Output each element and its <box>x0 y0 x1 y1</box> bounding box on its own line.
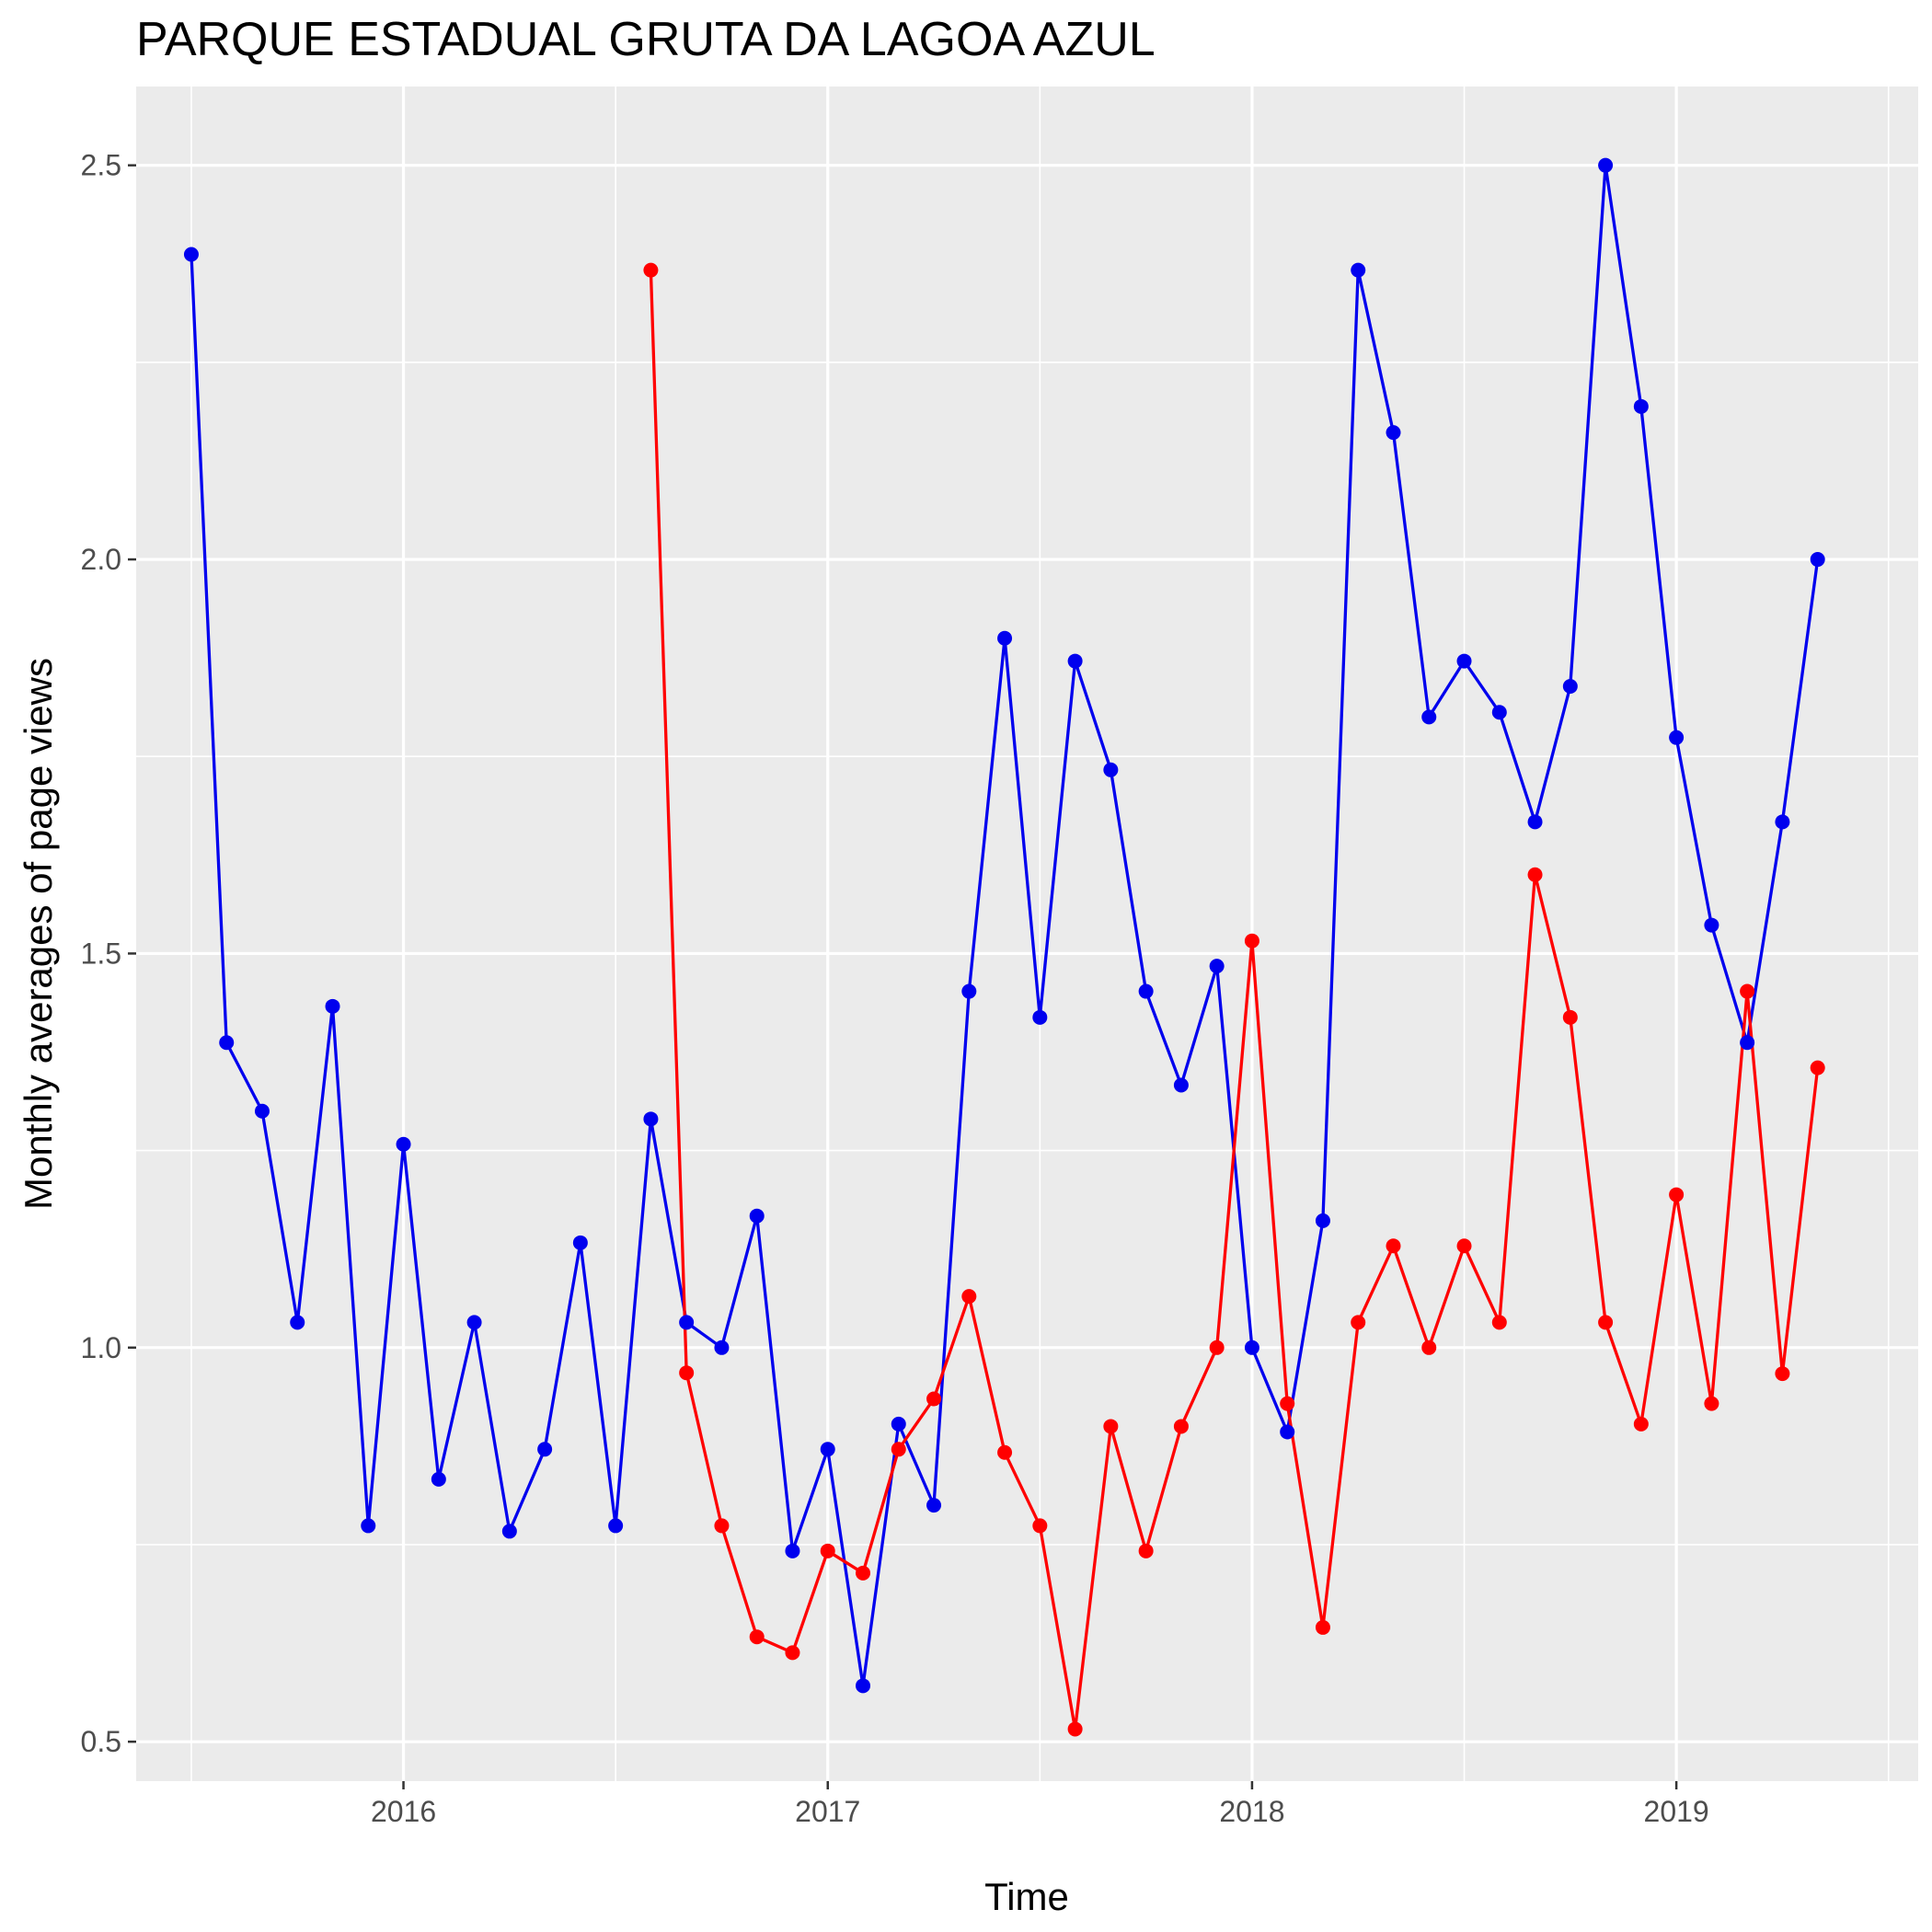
blue-series-point <box>290 1315 305 1330</box>
x-axis-title: Time <box>984 1875 1069 1918</box>
blue-series-point <box>1173 1077 1189 1093</box>
y-tick-label: 0.5 <box>81 1725 121 1758</box>
blue-series-point <box>1067 653 1083 669</box>
red-series-point <box>1067 1721 1083 1737</box>
red-series-point <box>1491 1315 1507 1330</box>
red-series-point <box>1598 1315 1614 1330</box>
blue-series-point <box>1280 1424 1295 1440</box>
blue-series-point <box>1421 709 1437 725</box>
blue-series-point <box>679 1315 695 1330</box>
blue-series-point <box>1244 1340 1259 1355</box>
red-series-point <box>1669 1187 1685 1202</box>
minor-gridlines <box>136 86 1918 1781</box>
blue-series-point <box>1775 814 1790 830</box>
blue-series-point <box>749 1208 765 1224</box>
red-series-point <box>1032 1518 1048 1534</box>
blue-series-point <box>714 1340 730 1355</box>
blue-series-point <box>1598 157 1614 173</box>
blue-series-point <box>1633 398 1649 414</box>
red-series-point <box>1209 1340 1225 1355</box>
blue-series-point <box>1491 705 1507 720</box>
red-series-point <box>749 1629 765 1645</box>
blue-series-point <box>501 1524 517 1539</box>
blue-series-point <box>1456 653 1472 669</box>
y-tick-label: 2.5 <box>81 149 121 182</box>
red-series-point <box>891 1442 906 1457</box>
red-series-point <box>1386 1238 1401 1254</box>
blue-series-point <box>820 1442 835 1457</box>
blue-series-point <box>1810 552 1825 568</box>
blue-series-point <box>219 1035 235 1051</box>
blue-series-point <box>785 1543 800 1558</box>
red-series-point <box>643 262 659 278</box>
red-series-point <box>1740 983 1755 999</box>
red-series-point <box>820 1543 835 1558</box>
blue-series-point <box>1315 1213 1330 1228</box>
chart-title: PARQUE ESTADUAL GRUTA DA LAGOA AZUL <box>136 13 1156 66</box>
blue-series-point <box>643 1111 659 1127</box>
blue-series-point <box>537 1442 553 1457</box>
x-tick-label: 2016 <box>371 1795 436 1828</box>
axes: 2016 2017 2018 2019 0.5 1.0 1.5 2.0 2.5 <box>81 149 1709 1828</box>
blue-series-point <box>431 1471 446 1487</box>
red-series-point <box>961 1289 977 1305</box>
blue-series-point <box>1103 762 1119 777</box>
red-series-point <box>1280 1396 1295 1411</box>
blue-series-point <box>325 998 340 1014</box>
blue-series-point <box>608 1518 624 1534</box>
blue-series-point <box>1527 814 1543 830</box>
y-tick-label: 1.0 <box>81 1331 121 1364</box>
red-series-point <box>1810 1060 1825 1075</box>
blue-series-point <box>926 1498 942 1513</box>
y-axis-title: Monthly averages of page views <box>17 658 60 1210</box>
red-series-point <box>1704 1396 1719 1411</box>
blue-series-point <box>1138 983 1154 999</box>
major-gridlines <box>136 86 1918 1781</box>
blue-series-point <box>961 983 977 999</box>
x-tick-label: 2019 <box>1644 1795 1709 1828</box>
blue-series-point <box>396 1136 411 1152</box>
red-series-point <box>926 1391 942 1407</box>
y-tick-label: 1.5 <box>81 937 121 970</box>
blue-series-point <box>183 247 199 262</box>
red-series-point <box>714 1518 730 1534</box>
blue-series-point <box>254 1103 270 1119</box>
red-series-point <box>1173 1419 1189 1434</box>
blue-series-point <box>997 630 1013 646</box>
red-series-point <box>1315 1619 1330 1635</box>
red-series-point <box>1103 1419 1119 1434</box>
red-series-point <box>1775 1366 1790 1382</box>
red-series-point <box>1351 1315 1366 1330</box>
red-series-point <box>1456 1238 1472 1254</box>
blue-series-point <box>1351 262 1366 278</box>
blue-series-point <box>1386 425 1401 441</box>
blue-series-point <box>466 1315 482 1330</box>
red-series-point <box>997 1444 1013 1460</box>
red-series-line <box>649 270 1820 1731</box>
red-series-point <box>679 1365 695 1381</box>
blue-series-point <box>1669 730 1685 745</box>
blue-series-point <box>1562 678 1578 694</box>
blue-series-point <box>1704 917 1719 933</box>
red-series-point <box>785 1645 800 1661</box>
red-series-point <box>1421 1340 1437 1355</box>
red-series-point <box>1244 933 1259 949</box>
x-tick-label: 2018 <box>1219 1795 1284 1828</box>
blue-series-point <box>1740 1035 1755 1051</box>
blue-series-point <box>1032 1009 1048 1025</box>
red-series-point <box>1562 1009 1578 1025</box>
red-series-point <box>1138 1543 1154 1558</box>
blue-series-point <box>1209 959 1225 974</box>
red-series-point <box>1527 867 1543 882</box>
blue-series-point <box>572 1235 588 1250</box>
blue-series-point <box>891 1416 906 1432</box>
y-tick-label: 2.0 <box>81 543 121 576</box>
blue-series-point <box>361 1518 376 1534</box>
blue-series-point <box>856 1678 871 1694</box>
series-layer <box>183 157 1825 1737</box>
red-series-point <box>1633 1416 1649 1432</box>
red-series-point <box>856 1565 871 1581</box>
x-tick-label: 2017 <box>795 1795 860 1828</box>
